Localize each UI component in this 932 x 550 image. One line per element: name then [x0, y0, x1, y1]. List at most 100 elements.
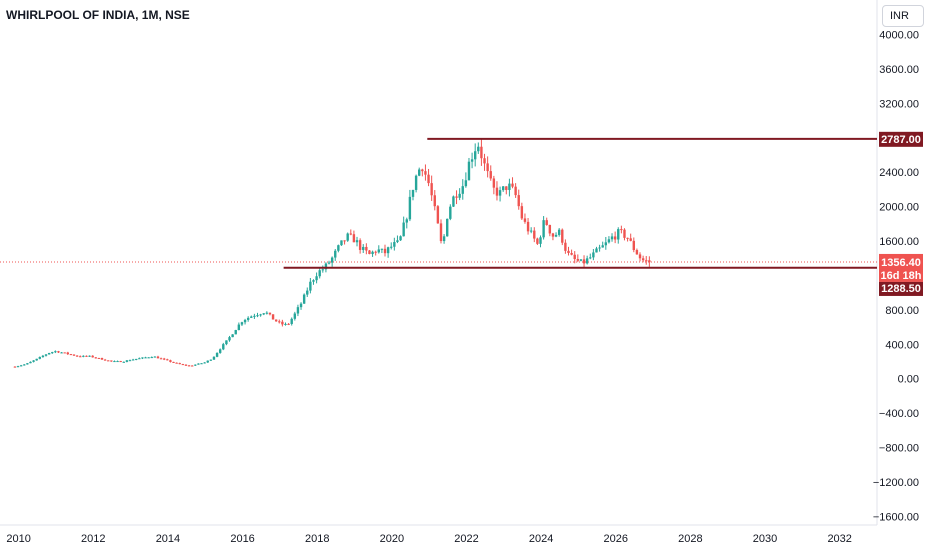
x-tick-label: 2018 [305, 533, 329, 545]
candle-body [150, 357, 153, 359]
candle-body [536, 238, 539, 244]
candle-body [315, 276, 318, 281]
candle-body [100, 358, 104, 360]
candle-body [172, 361, 175, 363]
y-tick-label: 400.00 [885, 339, 919, 351]
candle-body [564, 242, 567, 251]
candle-body [194, 364, 197, 366]
candle-body [617, 229, 620, 240]
candle-body [592, 252, 595, 258]
candle-body [131, 359, 135, 361]
candle-body [218, 349, 222, 353]
candle-body [88, 355, 91, 357]
candle-body [358, 240, 362, 250]
candle-body [234, 330, 237, 335]
candle-body [554, 234, 558, 237]
candle-body [461, 186, 464, 194]
candle-body [346, 233, 349, 241]
candle-body [178, 363, 181, 365]
y-tick-label: 800.00 [885, 305, 919, 317]
candle-body [458, 193, 461, 198]
y-tick-label: −400.00 [879, 408, 919, 420]
candle-body [514, 186, 517, 196]
candle-body [393, 242, 396, 247]
x-tick-label: 2014 [156, 533, 180, 545]
candle-body [455, 196, 458, 198]
candle-body [470, 159, 474, 162]
candle-body [464, 180, 468, 187]
candle-body [436, 206, 440, 224]
candle-body [212, 356, 216, 360]
candle-body [501, 186, 505, 191]
candle-body [489, 171, 492, 179]
candle-body [545, 220, 548, 225]
candle-body [486, 163, 489, 172]
time-axis[interactable]: 2010 2012 2014 2016 2018 2020 2022 2024 2026 2028… [6, 533, 852, 545]
candle-body [296, 307, 300, 314]
candle-body [122, 361, 125, 363]
candle-body [19, 365, 23, 367]
currency-button[interactable]: INR [882, 5, 924, 27]
candle-body [508, 183, 511, 190]
candle-body [638, 254, 642, 259]
y-tick-label: 3600.00 [879, 64, 919, 76]
candle-body [626, 237, 629, 239]
x-tick-label: 2028 [678, 533, 702, 545]
candle-body [169, 360, 172, 362]
candle-body [166, 359, 169, 361]
candle-body [69, 354, 73, 356]
candle-body [321, 269, 325, 271]
candle-body [467, 161, 471, 181]
y-tick-label: 1600.00 [879, 236, 919, 248]
candle-body [110, 360, 113, 362]
candle-body [274, 319, 278, 322]
candle-body [175, 362, 178, 364]
candle-body [256, 315, 259, 317]
candle-body [225, 340, 228, 345]
current-price-label-bg [879, 253, 923, 282]
candle-body [561, 229, 564, 243]
candle-body [54, 351, 57, 353]
candle-body [206, 360, 209, 363]
candle-body [190, 365, 194, 367]
price-axis[interactable]: 4000.003600.003200.002800.002400.002000.… [873, 29, 919, 523]
candle-body [72, 354, 76, 356]
candle-body [371, 251, 374, 255]
candle-body [498, 190, 502, 196]
candle-body [399, 236, 402, 241]
candle-body [632, 240, 636, 251]
candle-body [159, 358, 163, 360]
candle-body [119, 361, 122, 363]
candle-body [290, 318, 293, 324]
candle-body [439, 223, 443, 242]
y-tick-label: 4000.00 [879, 29, 919, 41]
x-tick-label: 2026 [604, 533, 628, 545]
x-tick-label: 2024 [529, 533, 553, 545]
candle-body [66, 352, 69, 355]
candle-body [29, 361, 32, 364]
candle-body [520, 206, 524, 219]
candle-body [424, 171, 427, 175]
candle-body [421, 169, 424, 172]
candle-body [551, 233, 555, 237]
resistance-price-label-bg [879, 131, 923, 147]
candle-body [449, 206, 452, 219]
y-tick-label: −800.00 [879, 443, 919, 455]
candle-body [623, 229, 626, 238]
support-price-label: 1288.50 [881, 283, 921, 295]
candle-body [343, 240, 346, 242]
candle-body [324, 263, 328, 270]
candle-body [268, 312, 272, 315]
candle-body [483, 158, 486, 164]
candle-body [231, 334, 234, 338]
candle-body [262, 313, 265, 315]
candle-body [153, 356, 157, 358]
candle-body [355, 240, 359, 243]
candle-body [334, 250, 337, 258]
x-tick-label: 2022 [454, 533, 478, 545]
candle-body [243, 319, 247, 323]
candle-body [16, 366, 20, 368]
candle-body [222, 344, 225, 350]
